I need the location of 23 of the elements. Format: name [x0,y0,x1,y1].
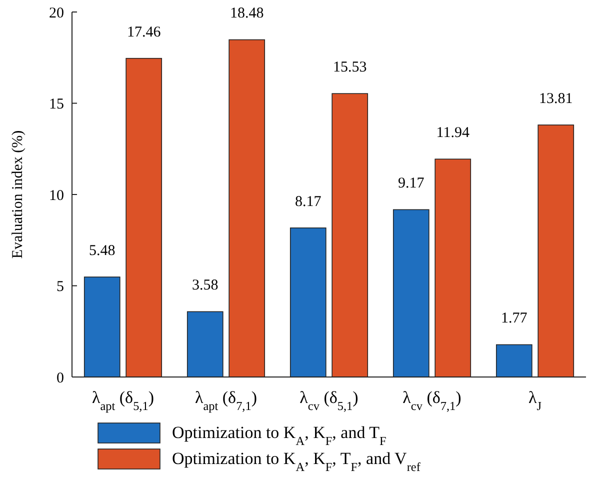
data-label: 3.58 [192,278,218,294]
legend-label: Optimization to K$_{A}$, K$_{F}$, and T$_{F}$ [172,423,387,448]
y-tick-label: 10 [49,188,64,204]
data-label: 9.17 [398,176,425,192]
y-axis-title: Evaluation index (%) [10,130,26,259]
x-tick-label: λ$_{apt}$ (δ$_{7,1}$) [194,388,258,413]
x-tick-label: λ$_{cv}$ (δ$_{7,1}$) [402,388,462,413]
data-label: 15.53 [332,60,367,76]
data-label: 1.77 [501,310,528,327]
x-tick-label: λ$_{apt}$ (δ$_{5,1}$) [92,388,154,413]
y-tick-label: 15 [49,96,64,112]
x-tick-label: λ$_{J}$ [528,388,542,413]
data-label: 5.48 [89,242,116,259]
data-label: 13.81 [538,90,573,107]
x-tick-label: λ$_{cv}$ (δ$_{5,1}$) [300,388,358,413]
y-tick-label: 0 [56,370,64,386]
legend-label: Optimization to K$_{A}$, K$_{F}$, T$_{F}$, and V$_{ref}$ [172,449,422,474]
y-tick-label: 20 [49,5,64,22]
y-tick-label: 5 [56,279,64,295]
data-label: 18.48 [230,6,264,22]
data-label: 17.46 [126,24,162,40]
data-label: 8.17 [295,194,322,210]
data-label: 11.94 [436,125,470,142]
